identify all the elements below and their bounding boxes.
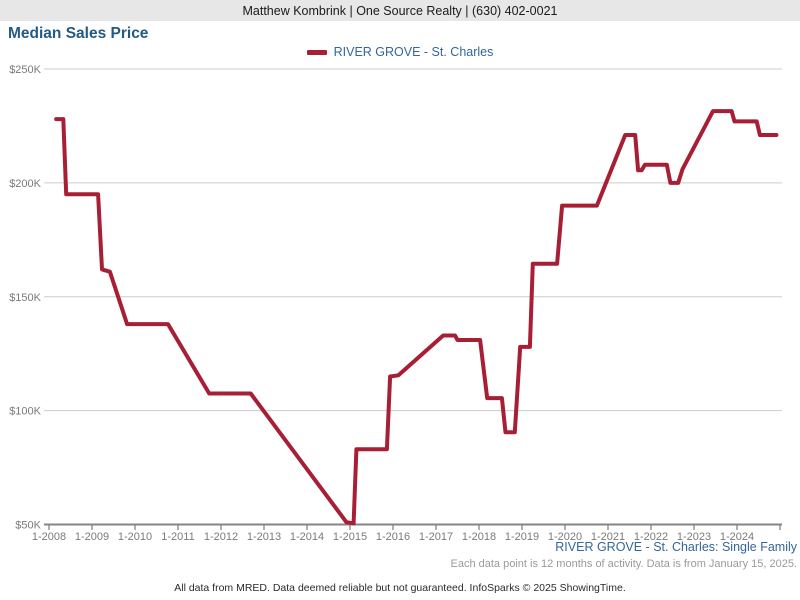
y-axis-label: $50K bbox=[15, 520, 41, 532]
x-axis-label: 1-2020 bbox=[548, 531, 582, 543]
mred-disclaimer: All data from MRED. Data deemed reliable… bbox=[174, 582, 626, 594]
data-period-note: Each data point is 12 months of activity… bbox=[450, 558, 797, 570]
chart-legend: RIVER GROVE - St. Charles bbox=[0, 45, 800, 59]
x-axis-label: 1-2012 bbox=[204, 531, 238, 543]
x-axis-label: 1-2023 bbox=[677, 531, 711, 543]
x-axis-label: 1-2016 bbox=[376, 531, 410, 543]
series-footnote: RIVER GROVE - St. Charles: Single Family bbox=[555, 540, 797, 554]
y-axis-label: $250K bbox=[9, 64, 41, 76]
y-axis-label: $200K bbox=[9, 178, 41, 190]
x-axis-label: 1-2017 bbox=[419, 531, 453, 543]
legend-series-label[interactable]: RIVER GROVE - St. Charles bbox=[333, 45, 494, 59]
x-axis-label: 1-2015 bbox=[333, 531, 367, 543]
x-axis-label: 1-2018 bbox=[462, 531, 496, 543]
x-axis-label: 1-2011 bbox=[161, 531, 194, 543]
x-axis-label: 1-2009 bbox=[75, 531, 109, 543]
x-axis-label: 1-2014 bbox=[290, 531, 324, 543]
y-axis-label: $100K bbox=[9, 406, 41, 418]
x-axis-label: 1-2008 bbox=[32, 531, 66, 543]
x-axis-label: 1-2022 bbox=[634, 531, 668, 543]
y-axis-label: $150K bbox=[9, 292, 41, 304]
x-axis-label: 1-2013 bbox=[247, 531, 281, 543]
page-title: Median Sales Price bbox=[8, 25, 149, 42]
x-axis-label: 1-2021 bbox=[591, 531, 625, 543]
x-axis-label: 1-2024 bbox=[720, 531, 754, 543]
agent-info-text: Matthew Kombrink | One Source Realty | (… bbox=[242, 3, 558, 18]
legend-line-swatch bbox=[306, 49, 327, 55]
series-line-river-grove-st-charles[interactable] bbox=[54, 109, 779, 526]
x-axis-label: 1-2010 bbox=[118, 531, 152, 543]
x-axis-label: 1-2019 bbox=[505, 531, 539, 543]
agent-header-bar: Matthew Kombrink | One Source Realty | (… bbox=[0, 0, 800, 21]
